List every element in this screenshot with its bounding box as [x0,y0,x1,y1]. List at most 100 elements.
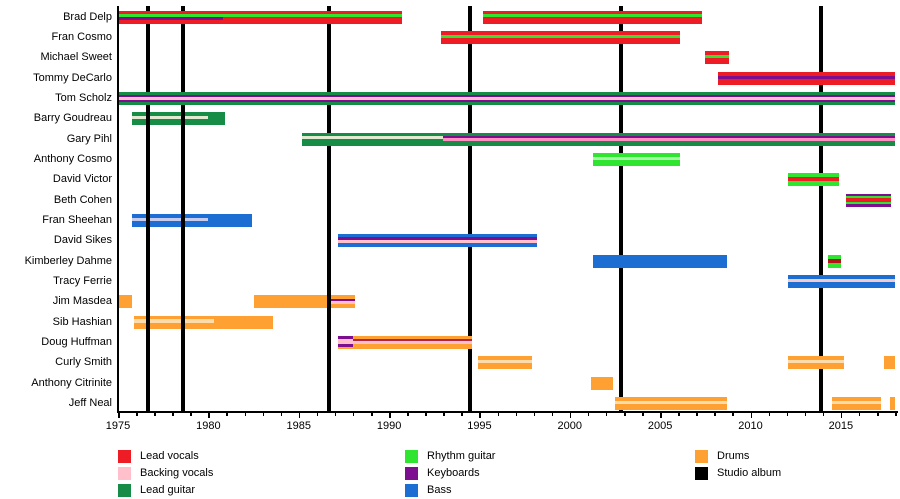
timeline-bar-segment [788,173,840,187]
timeline-bar-segment [132,112,209,126]
role-stripe-drums [329,303,355,309]
role-stripe-lead_vocals [441,30,681,36]
x-axis-minor-tick [533,413,536,416]
role-stripe-bass [132,213,209,218]
role-stripe-bright_pink [443,138,896,142]
studio-album-line [327,6,332,411]
role-stripe-keyboards [118,95,896,97]
role-stripe-rhythm_guitar [705,54,729,59]
year-tick-label: 1995 [467,420,492,432]
x-axis-minor-tick [587,413,590,416]
role-stripe-rhythm_guitar [788,173,840,178]
year-tick-label: 1980 [196,420,221,432]
timeline-bar-segment [338,234,538,248]
timeline-bar-segment [846,193,892,207]
role-stripe-keyboards [846,193,892,197]
role-stripe-drums [788,356,845,361]
timeline-bar-segment [443,132,896,146]
timeline-bar-segment [591,376,614,390]
member-name-label: David Sikes [53,234,112,247]
x-axis-minor-tick [696,413,698,416]
timeline-bar-segment [477,356,532,370]
x-axis-minor-tick [605,413,608,416]
x-axis-minor-tick [786,413,789,416]
role-stripe-keyboards [846,203,892,207]
role-stripe-drums [134,315,214,320]
x-axis-major-tick [389,413,391,418]
role-stripe-rhythm_guitar [593,152,681,157]
role-stripe-rhythm_guitar [846,201,892,204]
role-stripe-drums [352,344,473,349]
role-stripe-lead_guitar [302,132,444,137]
legend-swatch-lead_guitar [118,484,131,497]
role-stripe-backing_vocals [118,96,896,100]
timeline-bar-segment [132,213,209,227]
role-stripe-lead_vocals [717,79,896,85]
studio-album-line [619,6,624,411]
role-stripe-lead_vocals [222,10,402,15]
timeline-bar-segment [884,356,896,370]
x-axis-minor-tick [172,413,174,416]
role-stripe-bass [338,242,538,248]
x-axis-minor-tick [895,413,897,416]
role-stripe-bass [593,254,727,268]
role-stripe-lead_vocals [717,71,896,76]
member-name-label: Sib Hashian [52,315,112,328]
x-axis-minor-tick [822,413,825,416]
x-axis-minor-tick [136,413,138,416]
timeline-bar-segment [118,295,133,309]
member-name-label: Brad Delp [63,10,112,23]
x-axis-major-tick [840,413,843,418]
timeline-bar-segment [222,10,402,24]
role-stripe-lead_guitar [118,91,896,95]
role-stripe-lead_guitar [118,101,896,105]
timeline-bar-segment [253,295,330,309]
member-name-label: Tom Scholz [55,91,112,104]
legend-swatch-drums [695,450,708,463]
role-stripe-drums [477,363,532,370]
role-stripe-keyboards [717,75,896,80]
y-axis-line [117,6,119,413]
role-stripe-maroon_line [352,339,473,341]
x-axis-major-tick [750,413,753,418]
role-stripe-lead_vocals [788,177,840,181]
role-stripe-keyboards [338,343,353,347]
timeline-bar-segment [134,315,214,329]
studio-album-line [819,6,823,411]
timeline-bar-segment [593,254,727,268]
role-stripe-lead_guitar [208,112,225,126]
role-stripe-drums [213,315,274,329]
role-stripe-bv_on_orange [788,360,845,364]
year-tick-label: 1975 [105,420,131,432]
legend-swatch-keyboards [405,467,418,480]
role-stripe-keyboards [118,99,896,102]
year-tick-label: 2000 [557,420,583,432]
studio-album-line [145,6,150,411]
timeline-bar-segment [338,335,353,349]
member-name-label: Beth Cohen [53,193,112,206]
x-axis-major-tick [118,413,120,418]
x-axis-minor-tick [732,413,734,416]
x-axis-minor-tick [461,413,463,416]
legend-swatch-rhythm_guitar [405,450,418,463]
x-axis-minor-tick [371,413,373,416]
timeline-bar-segment [352,335,473,349]
role-stripe-bv_on_green [132,115,209,120]
legend-label-drums: Drums [717,450,750,462]
role-stripe-rhythm_guitar [828,254,841,259]
x-axis-minor-tick [334,413,337,416]
legend-swatch-studio_album [695,467,708,480]
x-axis-minor-tick [154,413,156,416]
x-axis-major-tick [208,413,210,418]
role-stripe-rhythm_guitar [483,14,702,17]
role-stripe-dark_red [828,258,841,263]
role-stripe-drums [831,396,881,401]
legend-swatch-bass [405,484,418,497]
member-name-label: Jim Masdea [52,295,112,308]
timeline-bar-segment [717,71,896,85]
studio-album-line [468,6,473,411]
timeline-bar-segment [483,10,702,24]
x-axis-minor-tick [244,413,246,416]
timeline-bar-segment [828,254,841,268]
